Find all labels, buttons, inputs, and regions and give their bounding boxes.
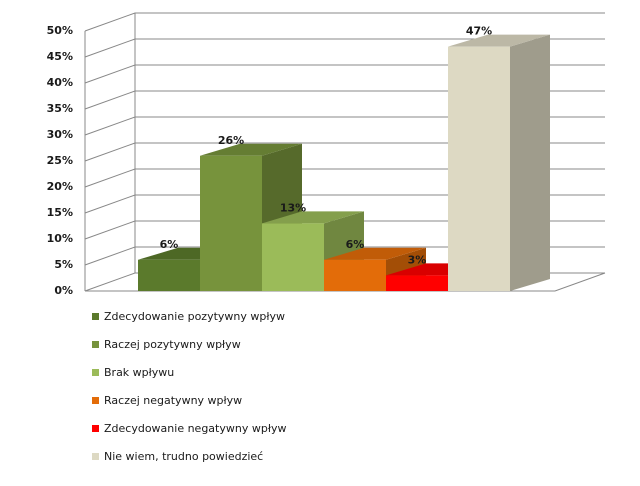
value-label: 6% (160, 238, 179, 251)
bar-top (324, 247, 426, 260)
y-tick-label: 25% (47, 154, 73, 167)
value-label: 3% (408, 253, 427, 266)
legend-swatch (92, 341, 99, 348)
y-tick-label: 45% (47, 50, 73, 63)
bar-front (200, 155, 262, 291)
legend-swatch (92, 425, 99, 432)
value-label: 6% (346, 238, 365, 251)
legend-label: Zdecydowanie negatywny wpływ (104, 422, 286, 435)
grid-line (84, 38, 605, 58)
legend-swatch (92, 453, 99, 460)
bar (448, 34, 550, 291)
legend-swatch (92, 313, 99, 320)
bar-front (386, 275, 448, 291)
y-tick-label: 0% (54, 284, 73, 297)
bar-side (510, 34, 550, 291)
bar-top (262, 211, 364, 224)
bar-top (448, 34, 550, 47)
y-tick-label: 20% (47, 180, 73, 193)
bar-front (138, 259, 200, 291)
grid-line (84, 12, 605, 32)
legend-label: Brak wpływu (104, 366, 174, 379)
bar-front (262, 223, 324, 291)
y-tick-label: 50% (47, 24, 73, 37)
y-tick-label: 40% (47, 76, 73, 89)
y-tick-label: 5% (54, 258, 73, 271)
legend-swatch (92, 397, 99, 404)
y-tick-label: 10% (47, 232, 73, 245)
legend-label: Nie wiem, trudno powiedzieć (104, 450, 263, 463)
legend-label: Raczej negatywny wpływ (104, 394, 242, 407)
legend-label: Zdecydowanie pozytywny wpływ (104, 310, 285, 323)
value-label: 13% (280, 201, 306, 214)
bar-front (324, 259, 386, 291)
value-label: 26% (218, 134, 244, 147)
y-tick-label: 15% (47, 206, 73, 219)
legend-swatch (92, 369, 99, 376)
legend-label: Raczej pozytywny wpływ (104, 338, 241, 351)
y-tick-label: 35% (47, 102, 73, 115)
bar-top (200, 143, 302, 156)
bar-front (448, 46, 510, 291)
value-label: 47% (466, 25, 492, 38)
y-tick-label: 30% (47, 128, 73, 141)
